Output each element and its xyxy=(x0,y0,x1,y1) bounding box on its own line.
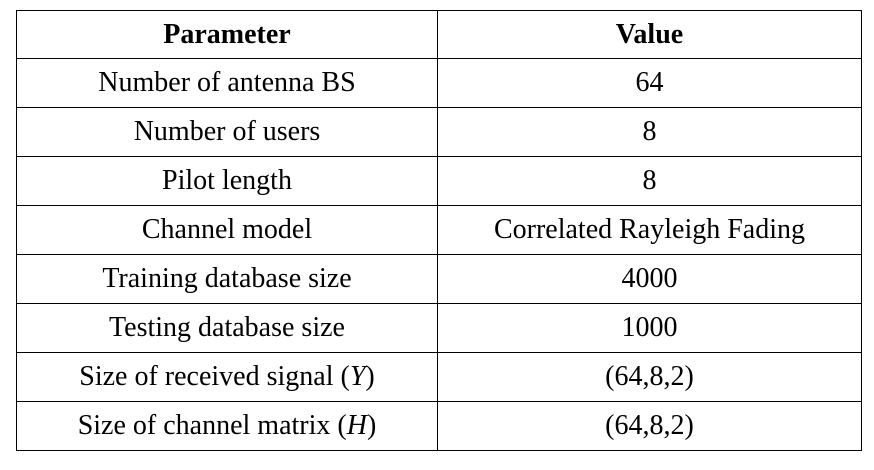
parameter-cell: Channel model xyxy=(16,205,438,255)
table-row: Pilot length 8 xyxy=(16,156,862,206)
header-value: Value xyxy=(437,10,862,59)
math-symbol: H xyxy=(346,410,367,441)
parameter-text: Size of received signal ( xyxy=(79,361,350,392)
value-cell: 8 xyxy=(437,156,862,206)
parameter-cell: Training database size xyxy=(16,254,438,304)
parameter-cell: Testing database size xyxy=(16,303,438,353)
value-cell: (64,8,2) xyxy=(437,352,862,402)
parameter-cell: Number of users xyxy=(16,107,438,157)
table-row: Number of users 8 xyxy=(16,107,862,157)
table-row: Size of received signal (Y) (64,8,2) xyxy=(16,352,862,402)
table-row: Channel model Correlated Rayleigh Fading xyxy=(16,205,862,255)
table-row: Testing database size 1000 xyxy=(16,303,862,353)
parameter-cell: Pilot length xyxy=(16,156,438,206)
table-row: Number of antenna BS 64 xyxy=(16,58,862,108)
value-cell: 1000 xyxy=(437,303,862,353)
table-row: Training database size 4000 xyxy=(16,254,862,304)
table-header-row: Parameter Value xyxy=(16,10,862,59)
parameter-cell: Number of antenna BS xyxy=(16,58,438,108)
parameter-cell: Size of received signal (Y) xyxy=(16,352,438,402)
value-cell: 64 xyxy=(437,58,862,108)
parameter-table: Parameter Value Number of antenna BS 64 … xyxy=(16,10,862,451)
math-symbol: Y xyxy=(349,361,366,392)
value-cell: Correlated Rayleigh Fading xyxy=(437,205,862,255)
parameter-table-container: Parameter Value Number of antenna BS 64 … xyxy=(16,10,862,451)
table-row: Size of channel matrix (H) (64,8,2) xyxy=(16,401,862,451)
parameter-cell: Size of channel matrix (H) xyxy=(16,401,438,451)
parameter-text: Size of channel matrix ( xyxy=(77,410,347,441)
value-cell: 4000 xyxy=(437,254,862,304)
header-parameter: Parameter xyxy=(16,10,438,59)
value-cell: 8 xyxy=(437,107,862,157)
value-cell: (64,8,2) xyxy=(437,401,862,451)
